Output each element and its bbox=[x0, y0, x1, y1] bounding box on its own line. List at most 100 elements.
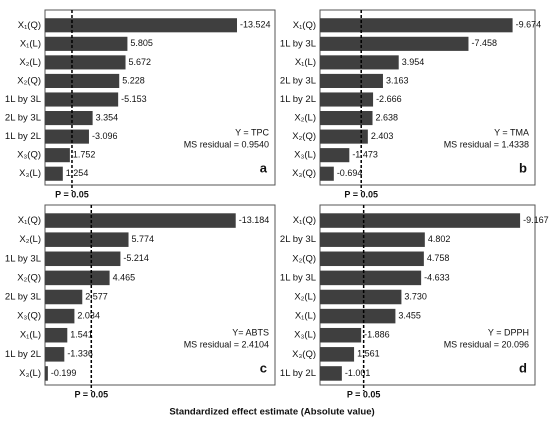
bar bbox=[45, 213, 236, 228]
category-label: 1L by 3L bbox=[280, 272, 316, 283]
value-label: -13.524 bbox=[240, 20, 271, 30]
reference-label: P = 0.05 bbox=[344, 189, 378, 199]
bar bbox=[320, 347, 355, 362]
panel-letter: a bbox=[260, 160, 268, 175]
value-label: -1.473 bbox=[352, 150, 378, 160]
value-label: 3.163 bbox=[386, 75, 409, 85]
value-label: 1.561 bbox=[357, 349, 380, 359]
value-label: -0.199 bbox=[51, 368, 77, 378]
value-label: 3.954 bbox=[402, 57, 425, 67]
bar bbox=[45, 251, 121, 267]
category-label: X₂(Q) bbox=[17, 272, 41, 283]
category-label: X₃(Q) bbox=[292, 168, 316, 179]
bar bbox=[45, 36, 128, 51]
value-label: 2.577 bbox=[85, 291, 108, 301]
category-label: 1L by 2L bbox=[5, 349, 41, 360]
value-label: -5.153 bbox=[121, 94, 147, 104]
value-label: 1.254 bbox=[66, 168, 89, 178]
response-label: Y = DPPH bbox=[488, 327, 529, 337]
value-label: 4.802 bbox=[428, 234, 451, 244]
value-label: -3.096 bbox=[92, 131, 118, 141]
value-label: 3.730 bbox=[404, 291, 427, 301]
value-label: 4.465 bbox=[113, 272, 136, 282]
bar bbox=[45, 166, 63, 181]
reference-label: P = 0.05 bbox=[55, 189, 89, 199]
bar bbox=[320, 327, 362, 343]
category-label: X₁(L) bbox=[295, 311, 316, 322]
ms-residual: MS residual = 2.4104 bbox=[184, 339, 269, 349]
bar bbox=[45, 55, 126, 70]
bar bbox=[45, 111, 93, 126]
category-label: X₃(L) bbox=[19, 168, 41, 179]
category-label: X₁(L) bbox=[20, 38, 41, 49]
category-label: 1L by 3L bbox=[280, 38, 316, 49]
value-label: -9.674 bbox=[516, 20, 542, 30]
bar bbox=[45, 327, 68, 343]
category-label: 2L by 3L bbox=[5, 292, 41, 303]
value-label: -1.001 bbox=[345, 368, 371, 378]
bar bbox=[320, 129, 368, 144]
bar bbox=[320, 166, 334, 181]
value-label: 2.403 bbox=[371, 131, 394, 141]
bar bbox=[320, 232, 425, 247]
category-label: 1L by 2L bbox=[280, 94, 316, 105]
bar bbox=[45, 232, 129, 247]
category-label: 1L by 3L bbox=[5, 253, 41, 264]
category-label: X₁(Q) bbox=[18, 215, 41, 226]
bar bbox=[320, 213, 521, 228]
response-label: Y = TMA bbox=[494, 127, 529, 137]
category-label: X₃(L) bbox=[19, 368, 41, 379]
value-label: -5.214 bbox=[123, 253, 149, 263]
bar bbox=[320, 289, 402, 305]
category-label: X₁(L) bbox=[20, 330, 41, 341]
category-label: X₂(L) bbox=[19, 234, 41, 245]
reference-label: P = 0.05 bbox=[347, 389, 381, 399]
bar bbox=[45, 73, 120, 88]
category-label: X₃(Q) bbox=[17, 311, 41, 322]
bar bbox=[45, 18, 238, 33]
bar bbox=[320, 366, 342, 381]
bar bbox=[320, 18, 513, 33]
bar bbox=[320, 308, 396, 324]
value-label: 4.758 bbox=[427, 253, 450, 263]
value-label: 5.774 bbox=[132, 234, 155, 244]
value-label: 3.354 bbox=[96, 112, 119, 122]
bar bbox=[320, 73, 383, 88]
category-label: 1L by 3L bbox=[5, 94, 41, 105]
value-label: 5.672 bbox=[129, 57, 152, 67]
category-label: X₁(Q) bbox=[293, 215, 316, 226]
category-label: X₂(Q) bbox=[292, 253, 316, 264]
bar bbox=[45, 347, 65, 362]
value-label: 2.638 bbox=[376, 112, 399, 122]
bar bbox=[320, 36, 469, 51]
value-label: -4.633 bbox=[424, 272, 450, 282]
category-label: 2L by 3L bbox=[280, 234, 316, 245]
bar bbox=[45, 129, 89, 144]
value-label: -2.666 bbox=[376, 94, 402, 104]
category-label: 1L by 2L bbox=[280, 368, 316, 379]
category-label: X₃(Q) bbox=[17, 150, 41, 161]
category-label: X₂(Q) bbox=[292, 131, 316, 142]
ms-residual: MS residual = 1.4338 bbox=[444, 139, 529, 149]
ms-residual: MS residual = 20.096 bbox=[444, 339, 529, 349]
bar bbox=[320, 270, 422, 286]
value-label: -0.694 bbox=[337, 168, 363, 178]
reference-label: P = 0.05 bbox=[74, 389, 108, 399]
value-label: -13.184 bbox=[239, 215, 270, 225]
category-label: X₁(L) bbox=[295, 57, 316, 68]
bar bbox=[45, 308, 75, 324]
panel-letter: d bbox=[519, 360, 527, 375]
response-label: Y= ABTS bbox=[232, 327, 269, 337]
category-label: X₂(L) bbox=[294, 292, 316, 303]
panel-letter: c bbox=[260, 360, 267, 375]
value-label: 1.752 bbox=[73, 150, 96, 160]
category-label: X₃(Q) bbox=[292, 349, 316, 360]
value-label: 5.805 bbox=[130, 38, 153, 48]
value-label: -1.886 bbox=[364, 330, 390, 340]
category-label: 1L by 2L bbox=[5, 131, 41, 142]
value-label: 3.455 bbox=[398, 310, 421, 320]
category-label: X₂(L) bbox=[294, 113, 316, 124]
bar bbox=[45, 92, 119, 107]
bar bbox=[45, 270, 110, 286]
